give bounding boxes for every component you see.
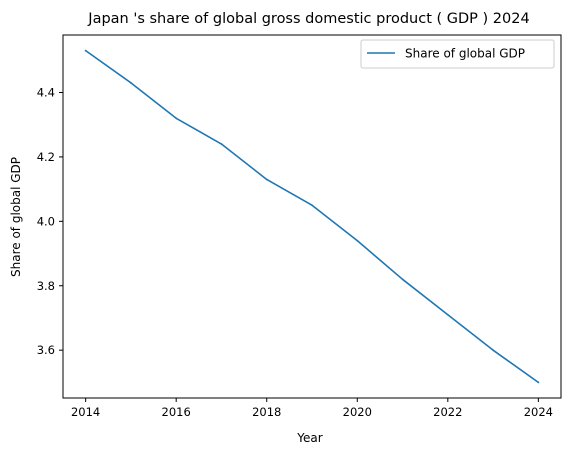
data-point xyxy=(265,178,268,181)
legend-label: Share of global GDP xyxy=(405,47,525,61)
y-tick-label: 3.6 xyxy=(37,343,55,357)
x-tick-label: 2022 xyxy=(433,405,462,419)
plot-frame xyxy=(62,34,562,399)
x-tick-label: 2014 xyxy=(71,405,100,419)
plot-area: 2014 2016 2018 2020 2022 2024 3.6 3.8 4.0 4.2 4.4 xyxy=(37,34,562,419)
data-point xyxy=(175,117,178,120)
series-layer xyxy=(84,49,540,384)
data-point xyxy=(220,143,223,145)
data-point xyxy=(537,381,540,384)
y-tick-label: 4.0 xyxy=(37,214,55,228)
x-tick-label: 2018 xyxy=(252,405,281,419)
data-point xyxy=(130,81,132,84)
y-tick-label: 4.4 xyxy=(37,85,55,99)
data-point xyxy=(446,313,449,316)
chart-title: Japan 's share of global gross domestic … xyxy=(87,11,529,27)
x-tick-label: 2016 xyxy=(162,405,191,419)
data-point xyxy=(356,239,359,242)
x-tick-label: 2020 xyxy=(343,405,372,419)
legend-box xyxy=(360,39,555,69)
y-axis-ticks: 3.6 3.8 4.0 4.2 4.4 xyxy=(37,85,63,357)
data-point xyxy=(311,204,313,207)
y-tick-label: 3.8 xyxy=(37,279,55,293)
legend: Share of global GDP xyxy=(360,39,555,69)
y-axis-label: Share of global GDP xyxy=(9,157,23,277)
x-axis-label: Year xyxy=(296,431,322,445)
data-point xyxy=(492,349,494,352)
x-tick-label: 2024 xyxy=(524,405,553,419)
data-point xyxy=(401,278,404,281)
series-line xyxy=(84,49,540,384)
y-tick-label: 4.2 xyxy=(37,150,55,164)
data-point xyxy=(84,49,87,52)
x-axis-ticks: 2014 2016 2018 2020 2022 2024 xyxy=(71,398,553,419)
